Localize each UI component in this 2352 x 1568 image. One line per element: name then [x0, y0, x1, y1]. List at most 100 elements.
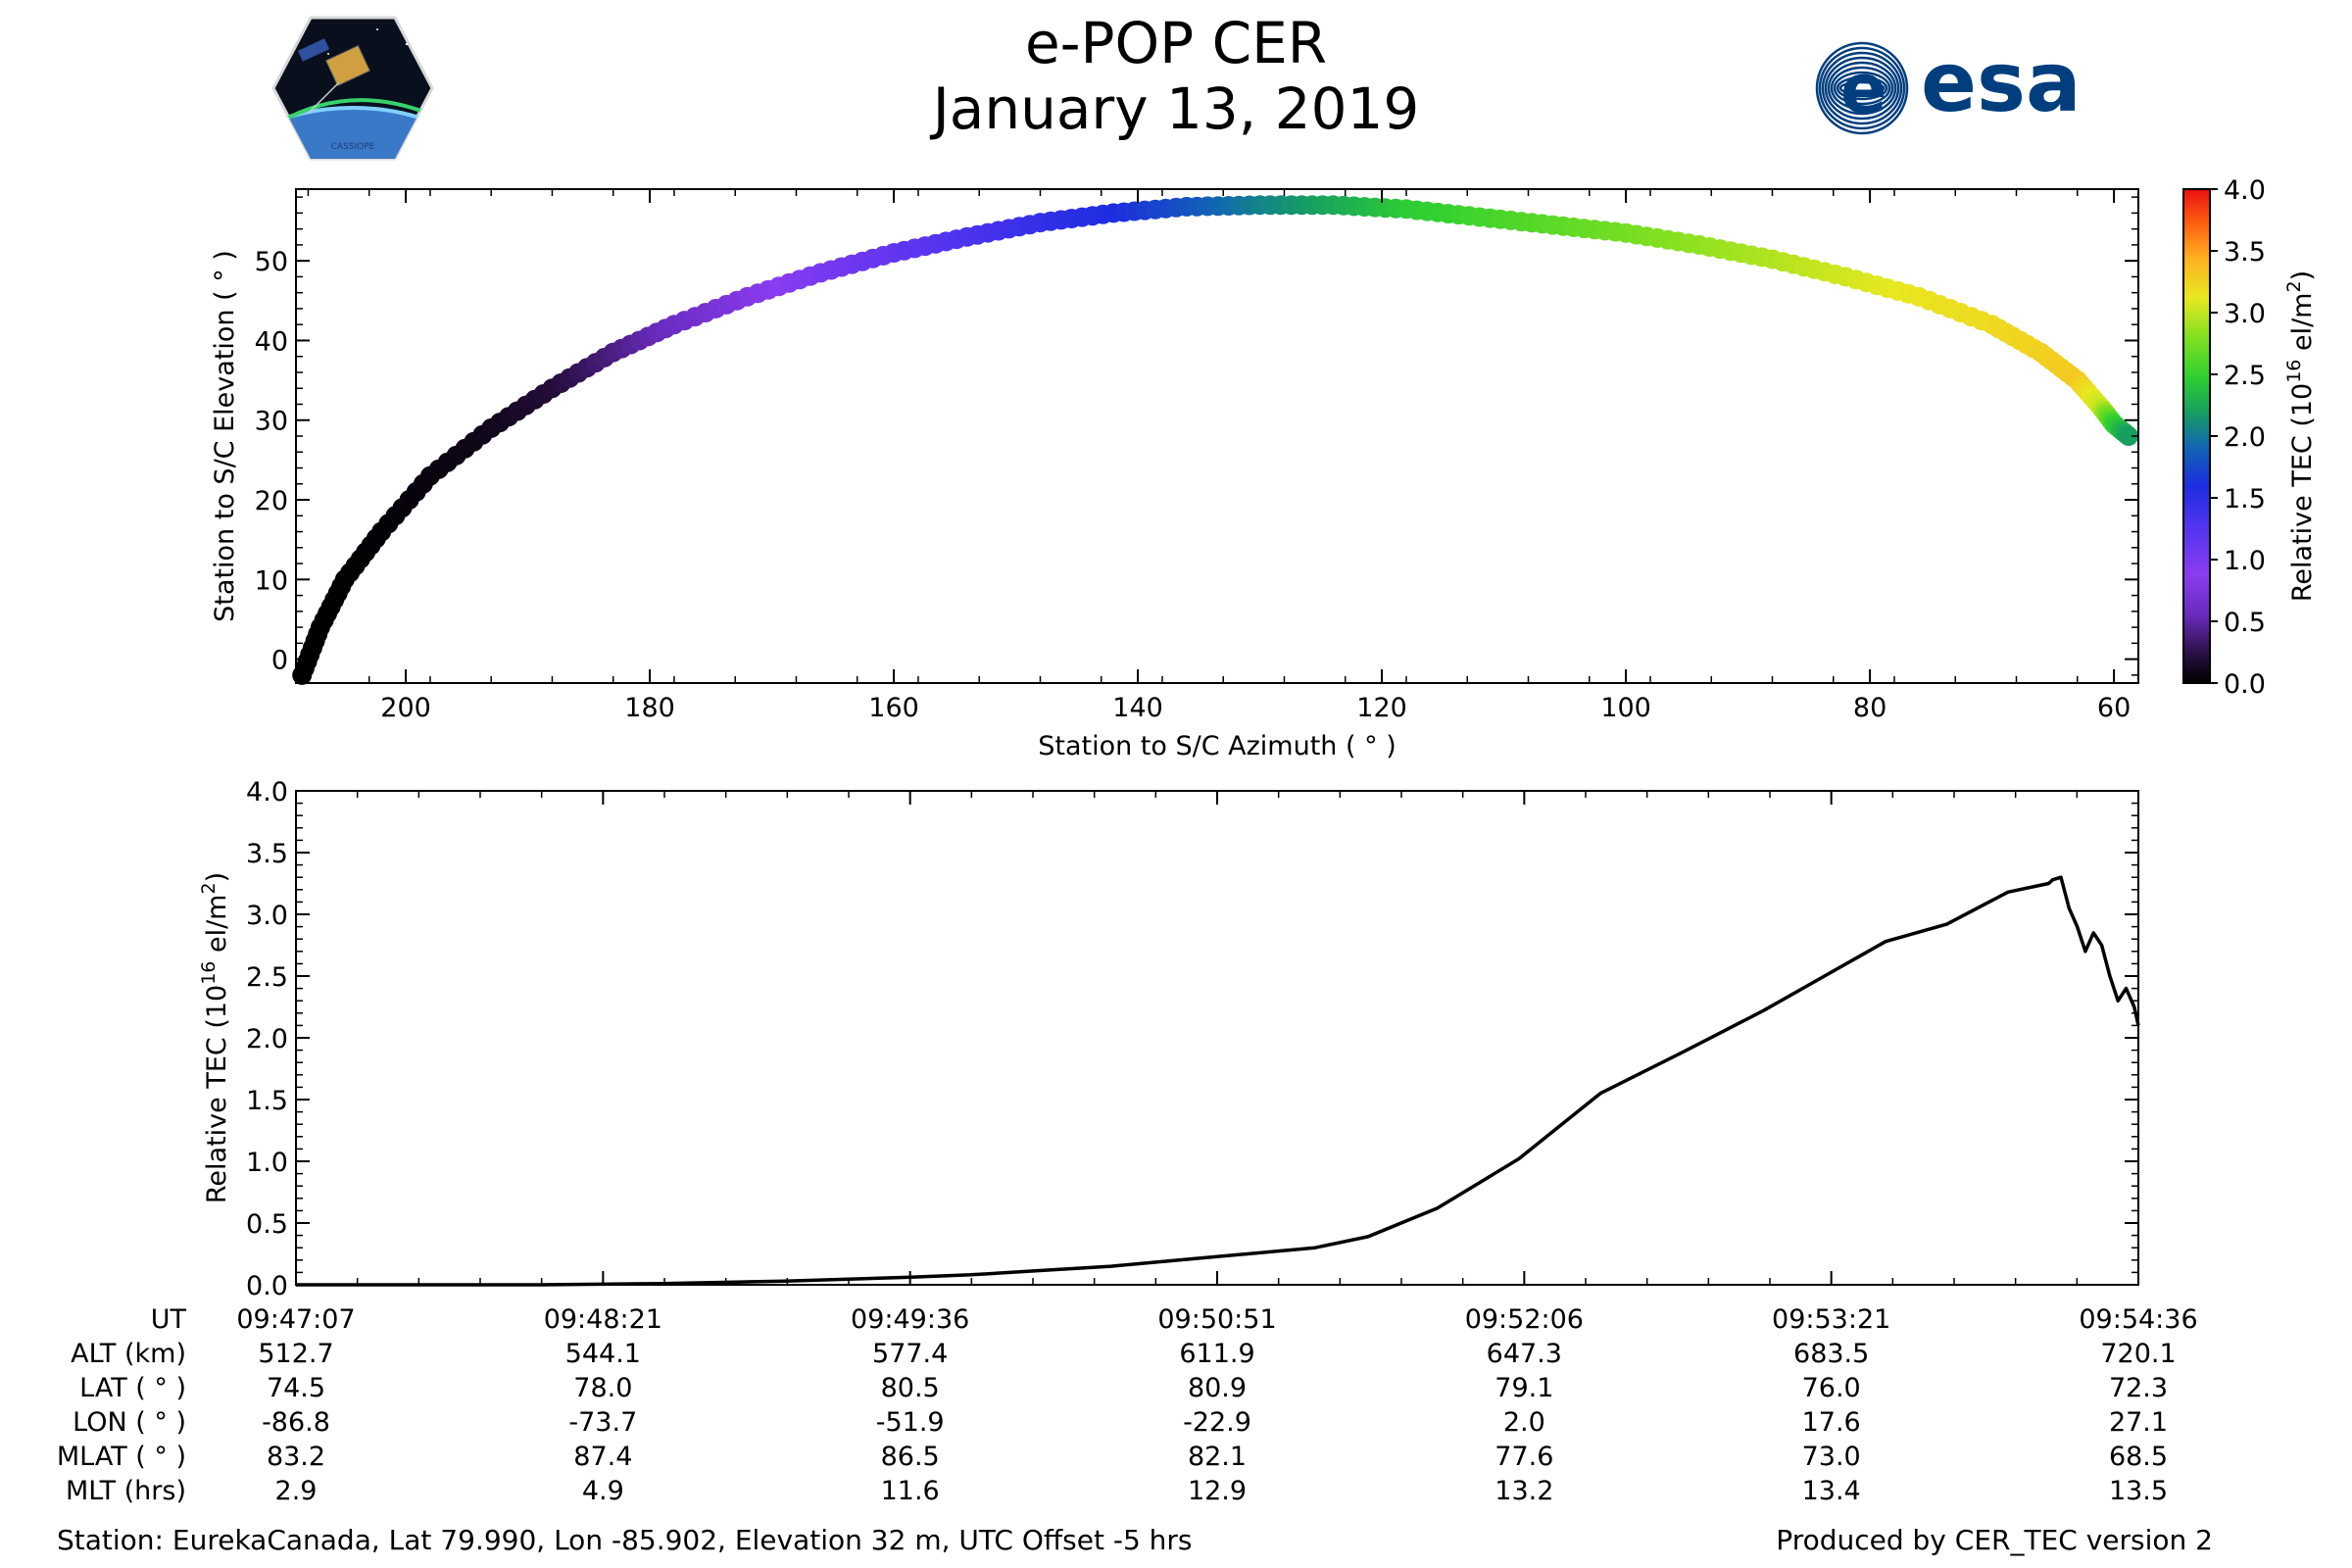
- y-tick-label: 1.0: [246, 1148, 288, 1178]
- colorbar-tick-label: 3.0: [2224, 299, 2266, 329]
- table-cell: 83.2: [267, 1442, 325, 1472]
- y-tick-label: 1.5: [246, 1086, 288, 1116]
- table-cell: 74.5: [267, 1373, 325, 1403]
- esa-globe-arc: [1824, 56, 1900, 121]
- y-axis-label-part: Relative TEC (10: [202, 985, 232, 1203]
- table-time-label: 09:49:36: [851, 1304, 969, 1335]
- colorbar-label-exponent: 16: [2283, 360, 2305, 383]
- table-cell: 79.1: [1494, 1373, 1553, 1403]
- table-time-label: 09:48:21: [544, 1304, 662, 1335]
- table-cell: 2.0: [1503, 1407, 1545, 1438]
- table-cell: 4.9: [582, 1476, 624, 1506]
- y-tick-label: 3.0: [246, 901, 288, 931]
- bottom-plot-frame: [295, 790, 2139, 1286]
- table-cell: 80.5: [881, 1373, 940, 1403]
- chart-title: e-POP CER: [1024, 10, 1328, 76]
- table-row-label: LAT ( ° ): [79, 1373, 186, 1403]
- table-row-label: MLAT ( ° ): [57, 1442, 186, 1472]
- table-row-label: MLT (hrs): [66, 1476, 186, 1506]
- esa-globe-arc: [1815, 41, 1909, 135]
- colorbar-label-exponent: 2: [2283, 280, 2305, 292]
- esa-globe-arc: [1827, 61, 1897, 116]
- colorbar-tick-label: 2.0: [2224, 422, 2266, 453]
- x-tick-label: 60: [2097, 693, 2131, 723]
- colorbar-label: Relative TEC (1016 el/m2): [2283, 270, 2318, 602]
- table-cell: 27.1: [2109, 1407, 2168, 1438]
- colorbar-tick-label: 4.0: [2224, 175, 2266, 206]
- table-time-label: 09:50:51: [1157, 1304, 1276, 1335]
- tec-series-line: [296, 875, 2140, 1287]
- table-cell: -22.9: [1183, 1407, 1251, 1438]
- y-tick-label: 0: [271, 646, 288, 676]
- table-cell: 647.3: [1487, 1339, 1562, 1369]
- x-tick-label: 80: [1853, 693, 1886, 723]
- table-row-label: ALT (km): [71, 1339, 186, 1369]
- table-cell: 720.1: [2100, 1339, 2176, 1369]
- colorbar-tick-label: 3.5: [2224, 237, 2266, 268]
- table-cell: 13.4: [1802, 1476, 1861, 1506]
- producer-info: Produced by CER_TEC version 2: [1776, 1524, 2213, 1556]
- table-cell: 86.5: [881, 1442, 940, 1472]
- y-axis-label: Station to S/C Elevation ( ° ): [210, 250, 240, 622]
- esa-globe-arc: [1821, 51, 1903, 125]
- colorbar-tick-label: 0.5: [2224, 608, 2266, 638]
- table-row-label: UT: [151, 1304, 187, 1335]
- x-axis-label: Station to S/C Azimuth ( ° ): [1038, 731, 1396, 761]
- table-cell: -51.9: [876, 1407, 945, 1438]
- esa-wordmark: esa: [1921, 34, 2082, 130]
- y-tick-label: 3.5: [246, 839, 288, 869]
- table-cell: 78.0: [573, 1373, 632, 1403]
- table-time-label: 09:52:06: [1465, 1304, 1584, 1335]
- table-time-label: 09:54:36: [2079, 1304, 2197, 1335]
- y-tick-label: 40: [255, 326, 288, 357]
- colorbar-tick-label: 2.5: [2224, 361, 2266, 391]
- table-cell: 80.9: [1188, 1373, 1247, 1403]
- y-tick-label: 50: [255, 247, 288, 277]
- y-tick-label: 2.5: [246, 962, 288, 993]
- y-tick-label: 4.0: [246, 777, 288, 808]
- table-cell: -73.7: [568, 1407, 637, 1438]
- colorbar-label-part: Relative TEC (10: [2287, 383, 2318, 602]
- colorbar-tick-label: 1.5: [2224, 484, 2266, 514]
- y-tick-label: 20: [255, 486, 288, 516]
- table-cell: 512.7: [258, 1339, 333, 1369]
- table-cell: 13.2: [1494, 1476, 1553, 1506]
- esa-globe-icon: e: [1815, 41, 1909, 135]
- colorbar: [2182, 188, 2211, 684]
- table-cell: 87.4: [573, 1442, 632, 1472]
- cassiope-logo: CASSIOPE: [271, 16, 434, 161]
- colorbar-label-part: ): [2287, 270, 2318, 281]
- y-tick-label: 2.0: [246, 1024, 288, 1054]
- colorbar-label-part: el/m: [2287, 293, 2318, 360]
- y-axis-label-part: el/m: [202, 895, 232, 961]
- esa-globe-arc: [1833, 71, 1891, 106]
- y-tick-label: 0.5: [246, 1209, 288, 1240]
- y-tick-label: 30: [255, 407, 288, 437]
- table-time-label: 09:47:07: [236, 1304, 355, 1335]
- esa-logo: e esa: [1815, 34, 2082, 135]
- esa-globe-arc: [1818, 46, 1906, 130]
- esa-globe-arc: [1836, 75, 1888, 101]
- y-axis-label-part: ): [202, 872, 232, 883]
- table-time-label: 09:53:21: [1772, 1304, 1890, 1335]
- table-cell: 13.5: [2109, 1476, 2168, 1506]
- chart-subtitle: January 13, 2019: [932, 75, 1420, 142]
- y-axis-label-exponent: 16: [198, 961, 220, 985]
- table-cell: 683.5: [1793, 1339, 1869, 1369]
- table-cell: -86.8: [262, 1407, 330, 1438]
- table-cell: 77.6: [1494, 1442, 1553, 1472]
- x-tick-label: 200: [380, 693, 431, 723]
- cassiope-logo-text: CASSIOPE: [331, 142, 375, 152]
- esa-globe-e: e: [1840, 49, 1886, 129]
- table-row-label: LON ( ° ): [73, 1407, 186, 1438]
- table-cell: 17.6: [1802, 1407, 1861, 1438]
- x-tick-label: 160: [868, 693, 919, 723]
- esa-globe-arc: [1838, 80, 1886, 96]
- table-cell: 82.1: [1188, 1442, 1247, 1472]
- table-cell: 72.3: [2109, 1373, 2168, 1403]
- y-axis-label: Relative TEC (1016 el/m2): [198, 872, 232, 1203]
- table-cell: 11.6: [881, 1476, 940, 1506]
- table-cell: 12.9: [1188, 1476, 1247, 1506]
- x-tick-label: 120: [1356, 693, 1407, 723]
